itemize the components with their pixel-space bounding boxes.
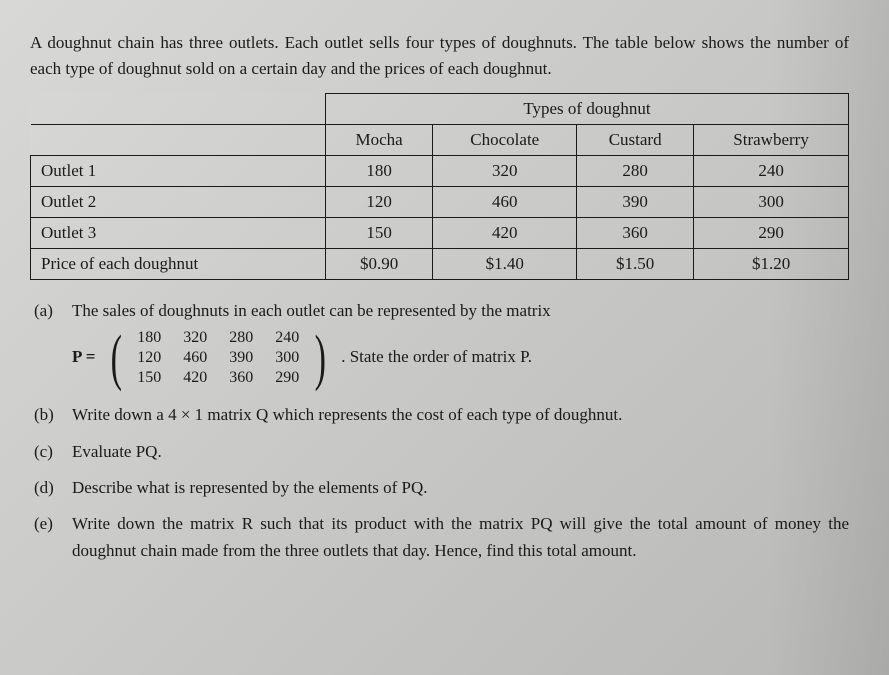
question-d: (d) Describe what is represented by the … [30, 475, 849, 501]
cell: 300 [694, 187, 849, 218]
qa-tail: . State the order of matrix P. [341, 347, 532, 366]
mcell: 300 [264, 348, 310, 368]
matrix-p: ( 180 320 280 240 120 460 390 300 [106, 328, 331, 388]
q-label: (b) [30, 402, 72, 428]
q-text: Write down a 4 × 1 matrix Q which repres… [72, 402, 849, 428]
cell: 180 [325, 156, 432, 187]
mcell: 290 [264, 368, 310, 388]
question-c: (c) Evaluate PQ. [30, 439, 849, 465]
doughnut-table: Types of doughnut Mocha Chocolate Custar… [30, 93, 849, 280]
table-row: Outlet 3 150 420 360 290 [31, 218, 849, 249]
question-a: (a) The sales of doughnuts in each outle… [30, 298, 849, 392]
qa-lead: The sales of doughnuts in each outlet ca… [72, 301, 551, 320]
row-label: Outlet 3 [31, 218, 326, 249]
col-mocha: Mocha [325, 125, 432, 156]
mcell: 420 [172, 368, 218, 388]
cell: 290 [694, 218, 849, 249]
question-b: (b) Write down a 4 × 1 matrix Q which re… [30, 402, 849, 428]
mcell: 150 [126, 368, 172, 388]
cell: $1.20 [694, 249, 849, 280]
mcell: 360 [218, 368, 264, 388]
question-e: (e) Write down the matrix R such that it… [30, 511, 849, 564]
col-chocolate: Chocolate [433, 125, 577, 156]
mcell: 460 [172, 348, 218, 368]
mcell: 120 [126, 348, 172, 368]
q-text: Write down the matrix R such that its pr… [72, 511, 849, 564]
row-label: Price of each doughnut [31, 249, 326, 280]
mcell: 320 [172, 328, 218, 348]
table-row: Price of each doughnut $0.90 $1.40 $1.50… [31, 249, 849, 280]
mcell: 240 [264, 328, 310, 348]
group-header: Types of doughnut [325, 94, 848, 125]
cell: $1.50 [577, 249, 694, 280]
cell: 320 [433, 156, 577, 187]
row-label: Outlet 1 [31, 156, 326, 187]
mcell: 180 [126, 328, 172, 348]
cell: 150 [325, 218, 432, 249]
cell: 120 [325, 187, 432, 218]
question-list: (a) The sales of doughnuts in each outle… [30, 298, 849, 564]
cell: 460 [433, 187, 577, 218]
q-label: (e) [30, 511, 72, 564]
q-text: Evaluate PQ. [72, 439, 849, 465]
col-strawberry: Strawberry [694, 125, 849, 156]
q-label: (c) [30, 439, 72, 465]
q-label: (a) [30, 298, 72, 392]
mcell: 390 [218, 348, 264, 368]
cell: 360 [577, 218, 694, 249]
matrix-prefix: P = [72, 347, 95, 366]
table-row: Outlet 1 180 320 280 240 [31, 156, 849, 187]
paren-left-icon: ( [110, 332, 121, 385]
blank-cell [31, 94, 326, 125]
q-text: The sales of doughnuts in each outlet ca… [72, 298, 849, 392]
cell: 390 [577, 187, 694, 218]
intro-paragraph: A doughnut chain has three outlets. Each… [30, 30, 849, 81]
cell: $0.90 [325, 249, 432, 280]
cell: 280 [577, 156, 694, 187]
cell: $1.40 [433, 249, 577, 280]
q-text: Describe what is represented by the elem… [72, 475, 849, 501]
row-label: Outlet 2 [31, 187, 326, 218]
blank-cell [31, 125, 326, 156]
q-label: (d) [30, 475, 72, 501]
cell: 240 [694, 156, 849, 187]
mcell: 280 [218, 328, 264, 348]
paren-right-icon: ) [315, 332, 326, 385]
cell: 420 [433, 218, 577, 249]
col-custard: Custard [577, 125, 694, 156]
table-row: Outlet 2 120 460 390 300 [31, 187, 849, 218]
